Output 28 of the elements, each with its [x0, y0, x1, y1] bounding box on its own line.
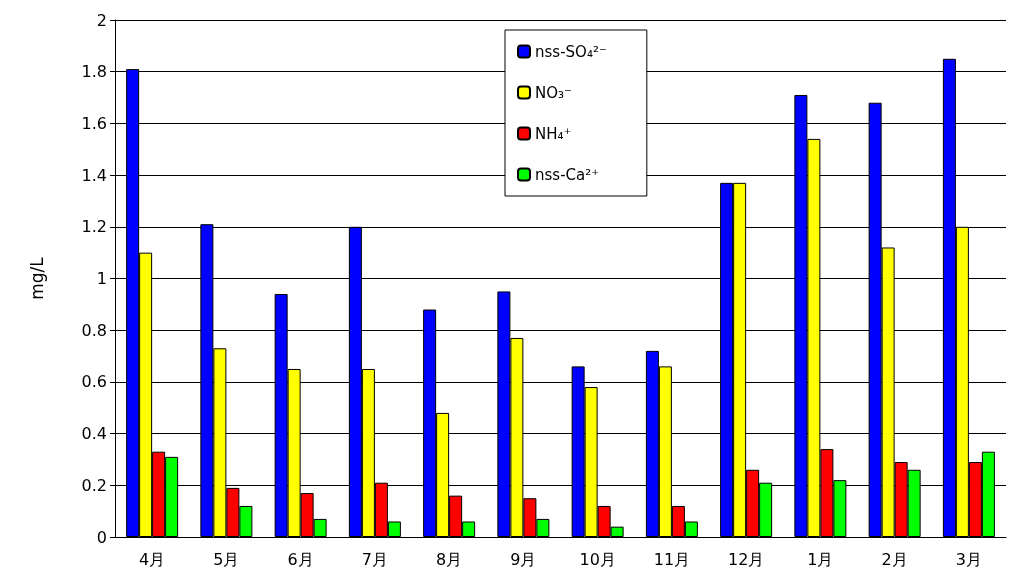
y-axis-title: mg/L — [26, 256, 47, 300]
x-tick-label: 1月 — [807, 549, 834, 569]
y-tick-label: 1 — [96, 269, 107, 288]
x-tick-label: 12月 — [727, 549, 765, 569]
y-tick-label: 1.4 — [81, 165, 107, 185]
x-tick-label: 4月 — [139, 549, 166, 569]
x-tick-label: 8月 — [436, 549, 463, 569]
x-tick-label: 3月 — [955, 549, 982, 569]
x-tick-label: 10月 — [579, 549, 616, 569]
x-tick-label: 7月 — [361, 549, 388, 569]
x-tick-label: 5月 — [213, 549, 240, 569]
x-tick-label: 11月 — [653, 549, 691, 569]
y-tick-label: 0.6 — [81, 372, 107, 392]
legend-label: NO₃⁻ — [535, 83, 572, 102]
y-tick-label: 2 — [96, 10, 107, 30]
y-tick-label: 0.2 — [81, 475, 107, 495]
y-tick-label: 0.4 — [81, 424, 107, 444]
y-tick-label: 1.8 — [81, 62, 107, 82]
y-tick-label: 0 — [96, 527, 107, 547]
y-tick-label: 1.6 — [81, 113, 107, 133]
legend-label: nss-SO₄²⁻ — [535, 42, 607, 61]
legend-label: nss-Ca²⁺ — [535, 165, 600, 184]
y-tick-label: 0.8 — [81, 320, 107, 340]
x-tick-label: 6月 — [287, 549, 314, 569]
x-tick-label: 2月 — [881, 549, 908, 569]
y-tick-label: 1.2 — [81, 217, 107, 237]
x-tick-label: 9月 — [510, 549, 537, 569]
legend-label: NH₄⁺ — [535, 124, 572, 143]
